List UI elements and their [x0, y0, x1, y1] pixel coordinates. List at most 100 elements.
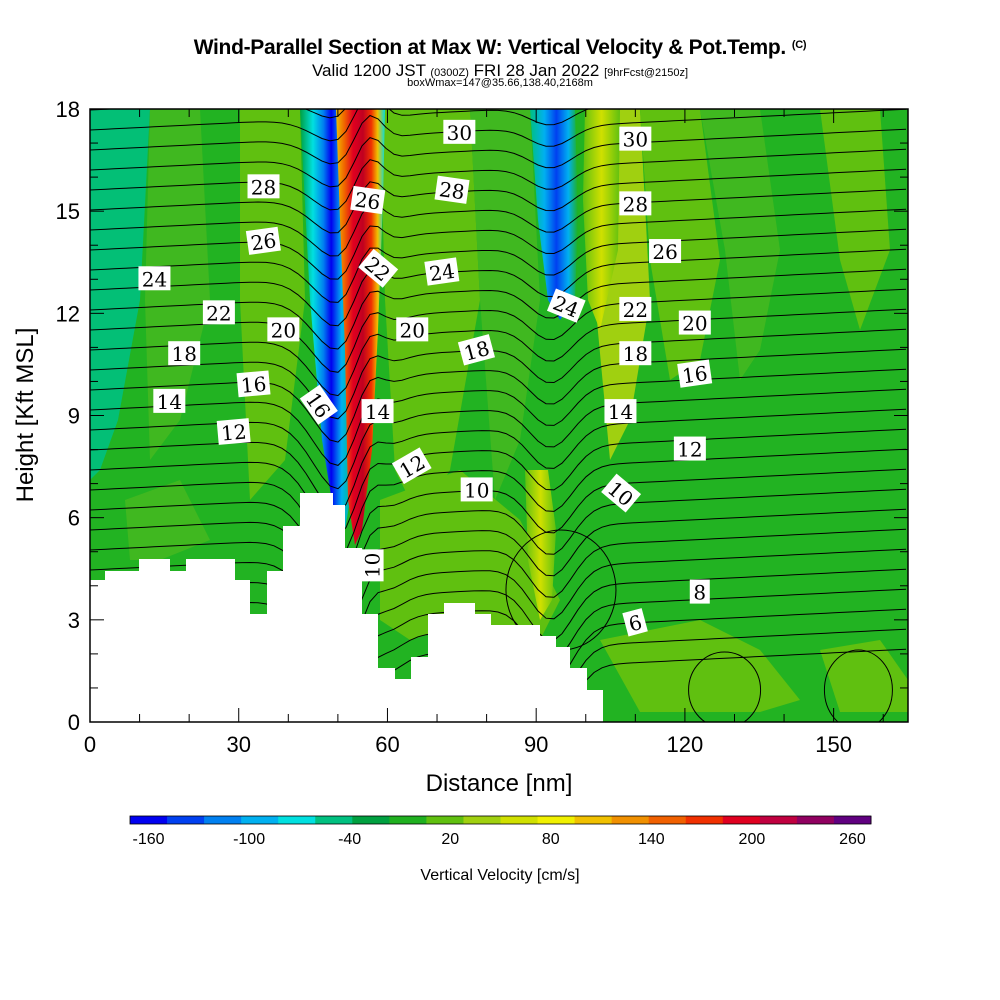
contour-label-box — [216, 418, 251, 445]
contour-label-text: 20 — [682, 312, 707, 336]
contour-label-text: 14 — [608, 400, 633, 424]
contour-label: 16 — [236, 370, 271, 398]
y-tick-label: 3 — [68, 608, 80, 633]
colorbar-label: -100 — [233, 831, 265, 848]
contour-line — [90, 248, 907, 327]
contour-label-box — [153, 388, 186, 413]
shading-patch-light-b — [470, 109, 540, 500]
contour-label-text: 16 — [240, 372, 267, 398]
contour-line — [90, 428, 907, 536]
subtitle-date: FRI 28 Jan 2022 — [473, 61, 600, 80]
colorbar-swatch — [204, 816, 242, 824]
contour-label-box — [236, 370, 271, 398]
contour-label-text: 26 — [353, 187, 382, 214]
shading-patch-lower-right — [600, 620, 800, 712]
contour-label-box — [678, 310, 711, 335]
contour-label-text: 10 — [464, 478, 489, 502]
colorbar-swatch — [315, 816, 353, 824]
contour-label-box — [396, 317, 429, 342]
contour-line — [90, 109, 590, 142]
contour-line — [90, 168, 907, 234]
x-tick-label: 30 — [226, 732, 250, 757]
contour-label-box — [443, 119, 476, 144]
chart-title-text: Wind-Parallel Section at Max W: Vertical… — [193, 36, 787, 59]
contour-label: 28 — [434, 175, 470, 204]
x-tick-label: 120 — [667, 732, 704, 757]
contour-label-box — [350, 185, 386, 215]
contour-line — [90, 148, 907, 211]
colorbar-swatch — [426, 816, 464, 824]
contour-line-closed — [823, 649, 893, 722]
contour-label: 10 — [460, 477, 493, 502]
contour-line-closed — [688, 651, 762, 722]
colorbar-swatch — [833, 816, 872, 824]
downdraft-band-left — [300, 109, 352, 530]
contour-label: 6 — [622, 608, 648, 636]
y-tick-label: 0 — [68, 710, 80, 735]
contour-label-text: 6 — [626, 610, 645, 636]
contour-label-text: 22 — [206, 301, 231, 325]
contour-label-box — [361, 399, 394, 424]
colorbar-swatch — [241, 816, 279, 824]
contour-line — [90, 488, 907, 606]
contour-label-box — [424, 257, 460, 286]
contour-label: 14 — [604, 399, 637, 424]
y-tick-label: 12 — [56, 301, 80, 326]
contour-label-box — [619, 341, 652, 366]
contour-line — [90, 468, 907, 583]
colorbar-label: 20 — [441, 831, 459, 848]
contour-label-text: 10 — [361, 553, 385, 578]
contour-line — [90, 208, 907, 280]
contour-label-text: 8 — [693, 581, 706, 605]
colorbar-label: 140 — [638, 831, 665, 848]
downdraft-band-right — [530, 109, 578, 320]
contour-label: 12 — [216, 418, 251, 446]
contour-label-box — [619, 296, 652, 321]
y-tick-label: 18 — [56, 97, 80, 122]
colorbar-swatch — [352, 816, 390, 824]
contour-label-box — [604, 399, 637, 424]
contour-label-box — [619, 126, 652, 151]
contour-label-box — [649, 239, 682, 264]
contour-lines — [90, 109, 907, 722]
contour-label-box — [359, 549, 384, 582]
contour-label-box — [299, 384, 338, 425]
y-tick-label: 15 — [56, 199, 80, 224]
colorbar-label: 80 — [542, 831, 560, 848]
x-tick-label: 150 — [815, 732, 852, 757]
shading-patch-lower-far-right — [820, 640, 908, 712]
contour-label-box — [138, 266, 171, 291]
subtitle-utc: (0300Z) — [430, 67, 469, 79]
contour-label-box — [677, 359, 713, 388]
contour-label: 28 — [619, 191, 652, 216]
colorbar-swatch — [648, 816, 687, 824]
contour-label-box — [358, 248, 399, 288]
colorbar-label: -40 — [338, 831, 361, 848]
colorbar-swatch — [574, 816, 613, 824]
contour-label: 12 — [673, 436, 706, 462]
contour-label-text: 28 — [251, 175, 276, 199]
contour-label-text: 26 — [249, 228, 278, 255]
contour-label-text: 20 — [271, 318, 296, 342]
contour-label: 24 — [546, 288, 586, 323]
contour-label-box — [460, 477, 493, 502]
contour-label: 14 — [153, 388, 186, 414]
contour-label-text: 14 — [365, 400, 390, 424]
contour-line — [90, 109, 907, 165]
colorbar-label: -160 — [133, 831, 165, 848]
contour-label-box — [619, 191, 652, 216]
y-tick-label: 6 — [68, 506, 80, 531]
contour-line — [90, 128, 907, 188]
contour-label-text: 16 — [681, 361, 710, 388]
colorbar-label: 260 — [839, 831, 866, 848]
contour-label: 22 — [202, 300, 235, 325]
contour-label-text: 20 — [400, 318, 425, 342]
contour-label-box — [673, 436, 706, 461]
contour-label-box — [434, 175, 470, 204]
subtitle-valid: Valid 1200 JST — [311, 61, 426, 80]
contour-label: 30 — [619, 126, 652, 152]
colorbar-swatch — [537, 816, 576, 824]
contour-label-text: 24 — [142, 267, 167, 291]
contour-label-box — [202, 300, 235, 325]
